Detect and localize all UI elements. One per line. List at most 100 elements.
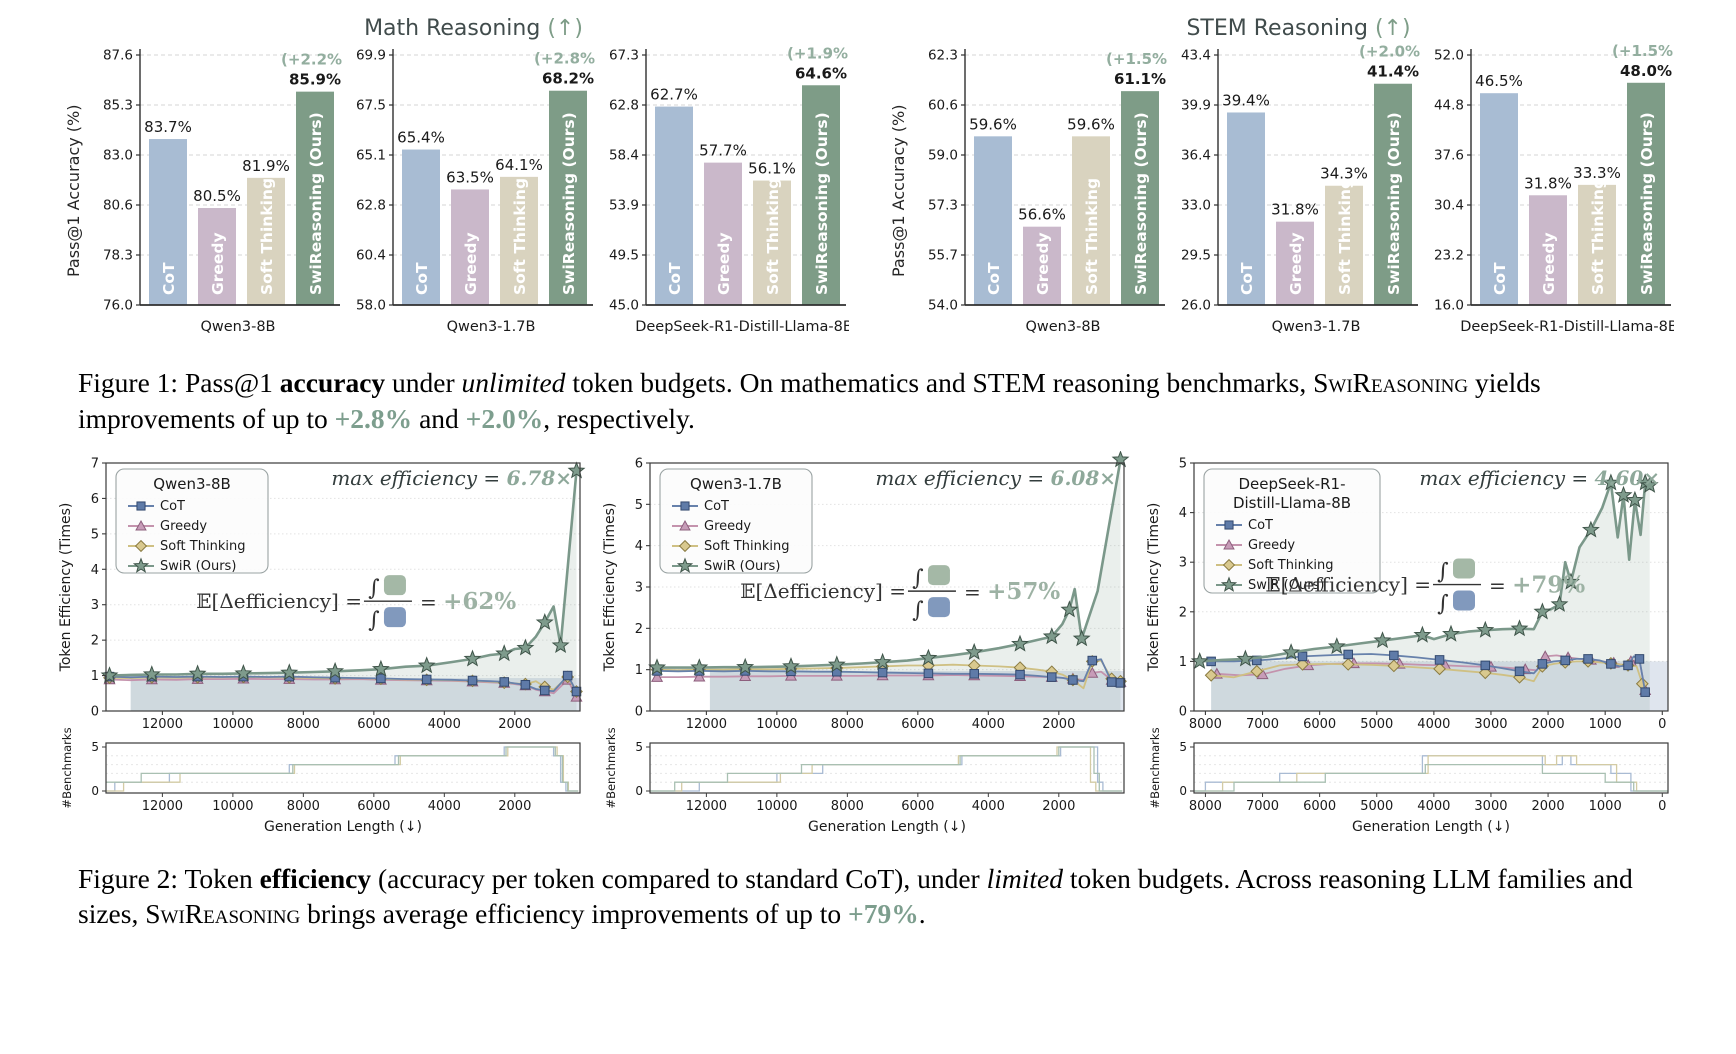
y-axis-label: Token Efficiency (Times) <box>58 502 74 672</box>
marker-square <box>520 679 531 690</box>
bench-x-tick-label: 2000 <box>498 799 531 814</box>
marker-square <box>1297 651 1308 661</box>
marker-star <box>1011 634 1029 652</box>
caption-segment: and <box>412 402 466 434</box>
x-tick-label: 0 <box>1658 717 1666 732</box>
marker-square <box>1015 669 1025 679</box>
bar-category-label: SwiReasoning (Ours) <box>1385 112 1403 295</box>
bench-x-tick-label: 7000 <box>1246 799 1279 814</box>
bench-y-tick: 5 <box>635 740 643 754</box>
y-axis-label: Token Efficiency (Times) <box>602 502 618 672</box>
marker-triangle <box>135 519 147 531</box>
x-tick-label: 4000 <box>428 717 461 732</box>
bar-category-label: CoT <box>413 262 431 295</box>
bench-y-axis-label: #Benchmarks <box>1148 727 1162 808</box>
bar-value-label: 31.8% <box>1271 201 1319 219</box>
bar-greedy <box>704 162 742 305</box>
marker-star <box>676 556 694 573</box>
benchmark-step-line <box>106 745 579 792</box>
bar-category-label: CoT <box>160 262 178 295</box>
bar-soft-thinking <box>753 180 791 305</box>
formula-lhs: 𝔼[Δefficiency] = <box>740 579 906 603</box>
marker-diamond <box>678 539 692 552</box>
stem-charts-row: Pass@1 Accuracy (%) 54.0 55.7 57.3 59.0 60.6 6… <box>889 41 1674 341</box>
y-tick-label: 16.0 <box>1434 298 1464 314</box>
y-tick-label: 57.3 <box>928 198 958 214</box>
marker-star <box>1561 572 1580 590</box>
bar-category-label: SwiReasoning (Ours) <box>1638 112 1656 295</box>
bar-greedy <box>1529 195 1567 305</box>
bar-cot <box>149 139 187 305</box>
bar-value-label: 56.6% <box>1018 206 1066 224</box>
marker-square <box>539 685 550 695</box>
bar-greedy <box>1276 221 1314 305</box>
bar-value-label: 64.6% <box>795 64 847 82</box>
efficiency-chart-qwen3-1-7b: 0 1 2 3 4 5 6 12000 10000 8000 6000 4000 2000 Token E… <box>602 450 1130 835</box>
benchmark-step-line <box>650 745 1123 792</box>
y-tick-label: 55.7 <box>928 248 958 264</box>
legend-entry-label: Soft Thinking <box>160 539 245 554</box>
legend-title: DeepSeek-R1- <box>1239 475 1346 493</box>
caption-segment: under <box>385 367 462 398</box>
marker-square <box>467 675 478 685</box>
math-reasoning-group: Math Reasoning (↑) Pass@1 Accuracy (%) 76… <box>64 16 849 341</box>
caption-segment: +2.8% <box>334 402 413 434</box>
legend-entry-label: Soft Thinking <box>704 539 789 554</box>
marker-square <box>1634 653 1645 664</box>
legend-title: Qwen3-8B <box>153 475 231 493</box>
bench-x-tick-label: 10000 <box>212 799 253 814</box>
max-efficiency-annotation: max efficiency = 4.60× <box>1419 466 1660 490</box>
x-tick-label: 2000 <box>1042 717 1075 732</box>
y-tick-label: 3 <box>635 580 643 595</box>
bench-x-tick-label: 5000 <box>1360 799 1393 814</box>
bar-delta-label: (+2.0%) <box>1359 43 1421 61</box>
marker-star <box>516 637 535 656</box>
bar-value-label: 31.8% <box>1524 174 1572 192</box>
figure2-line-charts: 0 1 2 3 4 5 6 7 12000 10000 8000 6000 4000 2000 Token … <box>0 450 1736 837</box>
benchmark-step-line <box>650 745 1123 792</box>
bar-chart-qwen3-8b: 76.0 78.3 80.6 83.0 85.3 87.6 CoT 83.7% Greedy 80… <box>103 48 343 336</box>
y-tick-label: 62.8 <box>356 198 386 214</box>
x-axis-model-label: DeepSeek-R1-Distill-Llama-8B <box>635 319 849 335</box>
bench-x-tick-label: 6000 <box>901 799 934 814</box>
bar-cot <box>655 106 693 305</box>
marker-star <box>326 661 345 679</box>
y-axis-label: Pass@1 Accuracy (%) <box>64 104 83 278</box>
y-tick-label: 85.3 <box>103 98 133 114</box>
legend-title: Distill-Llama-8B <box>1233 494 1351 512</box>
y-axis-label: Pass@1 Accuracy (%) <box>889 104 908 278</box>
marker-star <box>1413 625 1432 643</box>
legend-entry-label: Greedy <box>160 519 207 534</box>
bar-value-label: 63.5% <box>446 168 494 186</box>
bench-y-tick: 0 <box>1179 784 1187 798</box>
bar-value-label: 57.7% <box>699 142 747 160</box>
bench-x-tick-label: 3000 <box>1474 799 1507 814</box>
bar-value-label: 56.1% <box>748 160 796 178</box>
caption-segment: unlimited <box>461 367 566 398</box>
y-tick-label: 1 <box>635 663 643 678</box>
marker-square <box>1606 658 1616 669</box>
bar-value-label: 85.9% <box>289 71 341 89</box>
x-axis-model-label: DeepSeek-R1-Distill-Llama-8B <box>1460 319 1674 335</box>
marker-star <box>690 657 709 675</box>
marker-square <box>1640 686 1650 697</box>
bar-value-label: 64.1% <box>495 156 543 174</box>
marker-square <box>877 667 888 677</box>
y-tick-label: 1 <box>91 669 99 684</box>
y-tick-label: 0 <box>91 704 99 719</box>
bar-value-label: 62.7% <box>650 86 698 104</box>
bar-greedy <box>451 189 489 305</box>
legend-entry-label: SwiR (Ours) <box>160 559 236 574</box>
bar-value-label: 46.5% <box>1475 72 1523 90</box>
caption-segment: accuracy <box>279 367 386 398</box>
figure1-caption: Figure 1: Pass@1 accuracy under unlimite… <box>78 365 1674 437</box>
bar-value-label: 59.6% <box>1067 115 1115 133</box>
figure2-caption: Figure 2: Token efficiency (accuracy per… <box>78 861 1674 933</box>
caption-segment: +79% <box>848 898 919 930</box>
marker-triangle <box>693 669 706 681</box>
legend-entry-label: CoT <box>160 499 185 514</box>
y-tick-label: 37.6 <box>1434 148 1464 164</box>
bench-y-tick: 5 <box>91 740 99 754</box>
bar-swireasoning-ours- <box>1374 83 1412 306</box>
y-tick-label: 87.6 <box>103 48 133 64</box>
